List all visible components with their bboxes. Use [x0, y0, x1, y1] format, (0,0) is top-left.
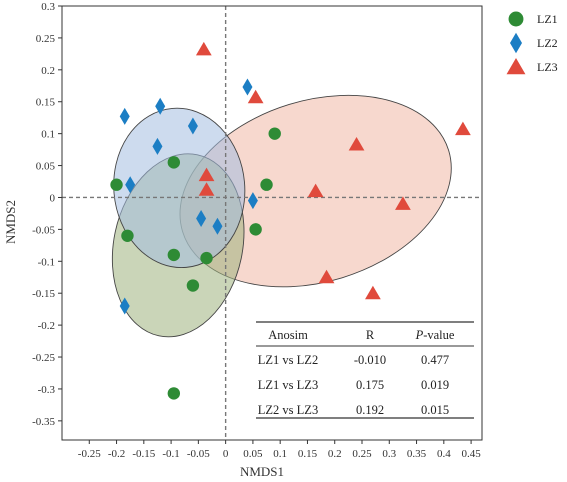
- table-cell: LZ1 vs LZ2: [258, 353, 318, 367]
- point-lz3-5: [307, 183, 324, 198]
- point-lz2-7: [196, 210, 207, 228]
- x-tick-label: -0.1: [162, 448, 179, 460]
- y-tick-label: -0.15: [32, 288, 55, 300]
- y-tick-label: -0.35: [32, 416, 55, 428]
- point-lz1-7: [268, 127, 281, 140]
- point-lz3-4: [198, 182, 215, 196]
- y-tick-label: 0.1: [41, 129, 55, 141]
- ticks-layer: -0.25 -0.2 -0.15 -0.1 -0.05 0 0.05 0.1 0.15 0.2 0.…: [32, 1, 481, 460]
- table-header-cell: P-value: [415, 328, 455, 342]
- y-tick-label: -0.2: [38, 320, 55, 332]
- point-lz2-6: [242, 78, 253, 96]
- point-lz1-3: [167, 156, 181, 169]
- legend-marker-lz1: [508, 11, 524, 27]
- x-tick-label: 0: [223, 448, 229, 460]
- x-tick-label: 0.1: [273, 448, 287, 460]
- x-tick-label: -0.2: [108, 448, 125, 460]
- y-tick-label: 0.25: [36, 33, 56, 45]
- x-tick-label: 0.2: [328, 448, 342, 460]
- table-header-cell: R: [366, 328, 375, 342]
- table-cell: 0.019: [421, 378, 449, 392]
- legend-label-lz2: LZ2: [537, 36, 558, 50]
- point-lz2-2: [155, 97, 166, 115]
- y-axis-title: NMDS2: [3, 200, 18, 244]
- point-lz3-2: [247, 89, 264, 104]
- table-header-cell: Anosim: [268, 328, 308, 342]
- anosim-table: Anosim R P-value LZ1 vs LZ2 -0.010 0.477 LZ1 v…: [256, 321, 474, 419]
- y-tick-label: -0.25: [32, 352, 55, 364]
- point-lz2-4: [125, 176, 136, 194]
- point-lz3-10: [365, 285, 381, 300]
- legend-marker-lz2: [510, 32, 522, 54]
- x-tick-label: -0.25: [78, 448, 101, 460]
- ellipses-layer: [111, 94, 452, 338]
- legend: LZ1 LZ2 LZ3: [506, 11, 558, 75]
- x-tick-label: 0.25: [352, 448, 372, 460]
- point-lz1-2: [121, 229, 134, 242]
- x-tick-label: 0.3: [382, 448, 396, 460]
- confidence-ellipse-lz2: [113, 107, 246, 269]
- point-lz2-8: [212, 217, 223, 235]
- x-tick-label: -0.15: [132, 448, 155, 460]
- y-tick-label: 0.05: [36, 161, 56, 173]
- table-cell: LZ2 vs LZ3: [258, 403, 318, 417]
- x-tick-label: -0.05: [187, 448, 210, 460]
- y-tick-label: -0.1: [38, 256, 55, 268]
- x-tick-label: 0.35: [407, 448, 427, 460]
- point-lz1-4: [167, 248, 181, 262]
- x-tick-label: 0.15: [298, 448, 318, 460]
- y-tick-label: 0: [50, 192, 56, 204]
- plot-frame: [61, 5, 483, 441]
- table-cell: 0.477: [421, 353, 449, 367]
- point-lz2-1: [119, 107, 130, 125]
- point-lz1-6: [186, 279, 200, 292]
- table-cell: 0.175: [356, 378, 384, 392]
- x-tick-label: 0.45: [461, 448, 481, 460]
- point-lz1-5: [200, 251, 213, 265]
- point-lz2-10: [119, 297, 130, 315]
- point-lz1-8: [260, 178, 273, 191]
- point-lz3-3: [198, 167, 215, 182]
- y-tick-label: 0.3: [41, 1, 55, 13]
- reference-lines: [62, 6, 482, 440]
- axes-layer: [61, 5, 483, 441]
- point-lz3-6: [348, 136, 365, 151]
- table-cell: LZ1 vs LZ3: [258, 378, 318, 392]
- point-lz2-5: [187, 117, 198, 135]
- y-tick-label: 0.2: [41, 65, 55, 77]
- y-tick-label: -0.3: [38, 384, 56, 396]
- x-tick-label: 0.4: [437, 448, 451, 460]
- table-cell: 0.015: [421, 403, 449, 417]
- y-tick-label: 0.15: [36, 97, 56, 109]
- point-lz1-9: [249, 223, 262, 236]
- point-lz3-8: [455, 121, 471, 136]
- point-lz3-9: [318, 269, 335, 284]
- point-lz1-10: [167, 387, 181, 400]
- point-lz3-1: [195, 41, 212, 56]
- table-cell: -0.010: [354, 353, 386, 367]
- x-axis-title: NMDS1: [240, 464, 284, 479]
- legend-marker-lz3: [506, 58, 526, 75]
- points-layer: [110, 41, 471, 400]
- point-lz1-1: [110, 178, 123, 191]
- y-tick-label: -0.05: [32, 224, 55, 236]
- table-cell: 0.192: [356, 403, 384, 417]
- point-lz3-7: [395, 196, 411, 210]
- point-lz2-3: [152, 137, 163, 155]
- point-lz2-9: [247, 192, 258, 210]
- legend-label-lz3: LZ3: [537, 60, 558, 74]
- legend-label-lz1: LZ1: [537, 12, 558, 26]
- x-tick-label: 0.05: [243, 448, 263, 460]
